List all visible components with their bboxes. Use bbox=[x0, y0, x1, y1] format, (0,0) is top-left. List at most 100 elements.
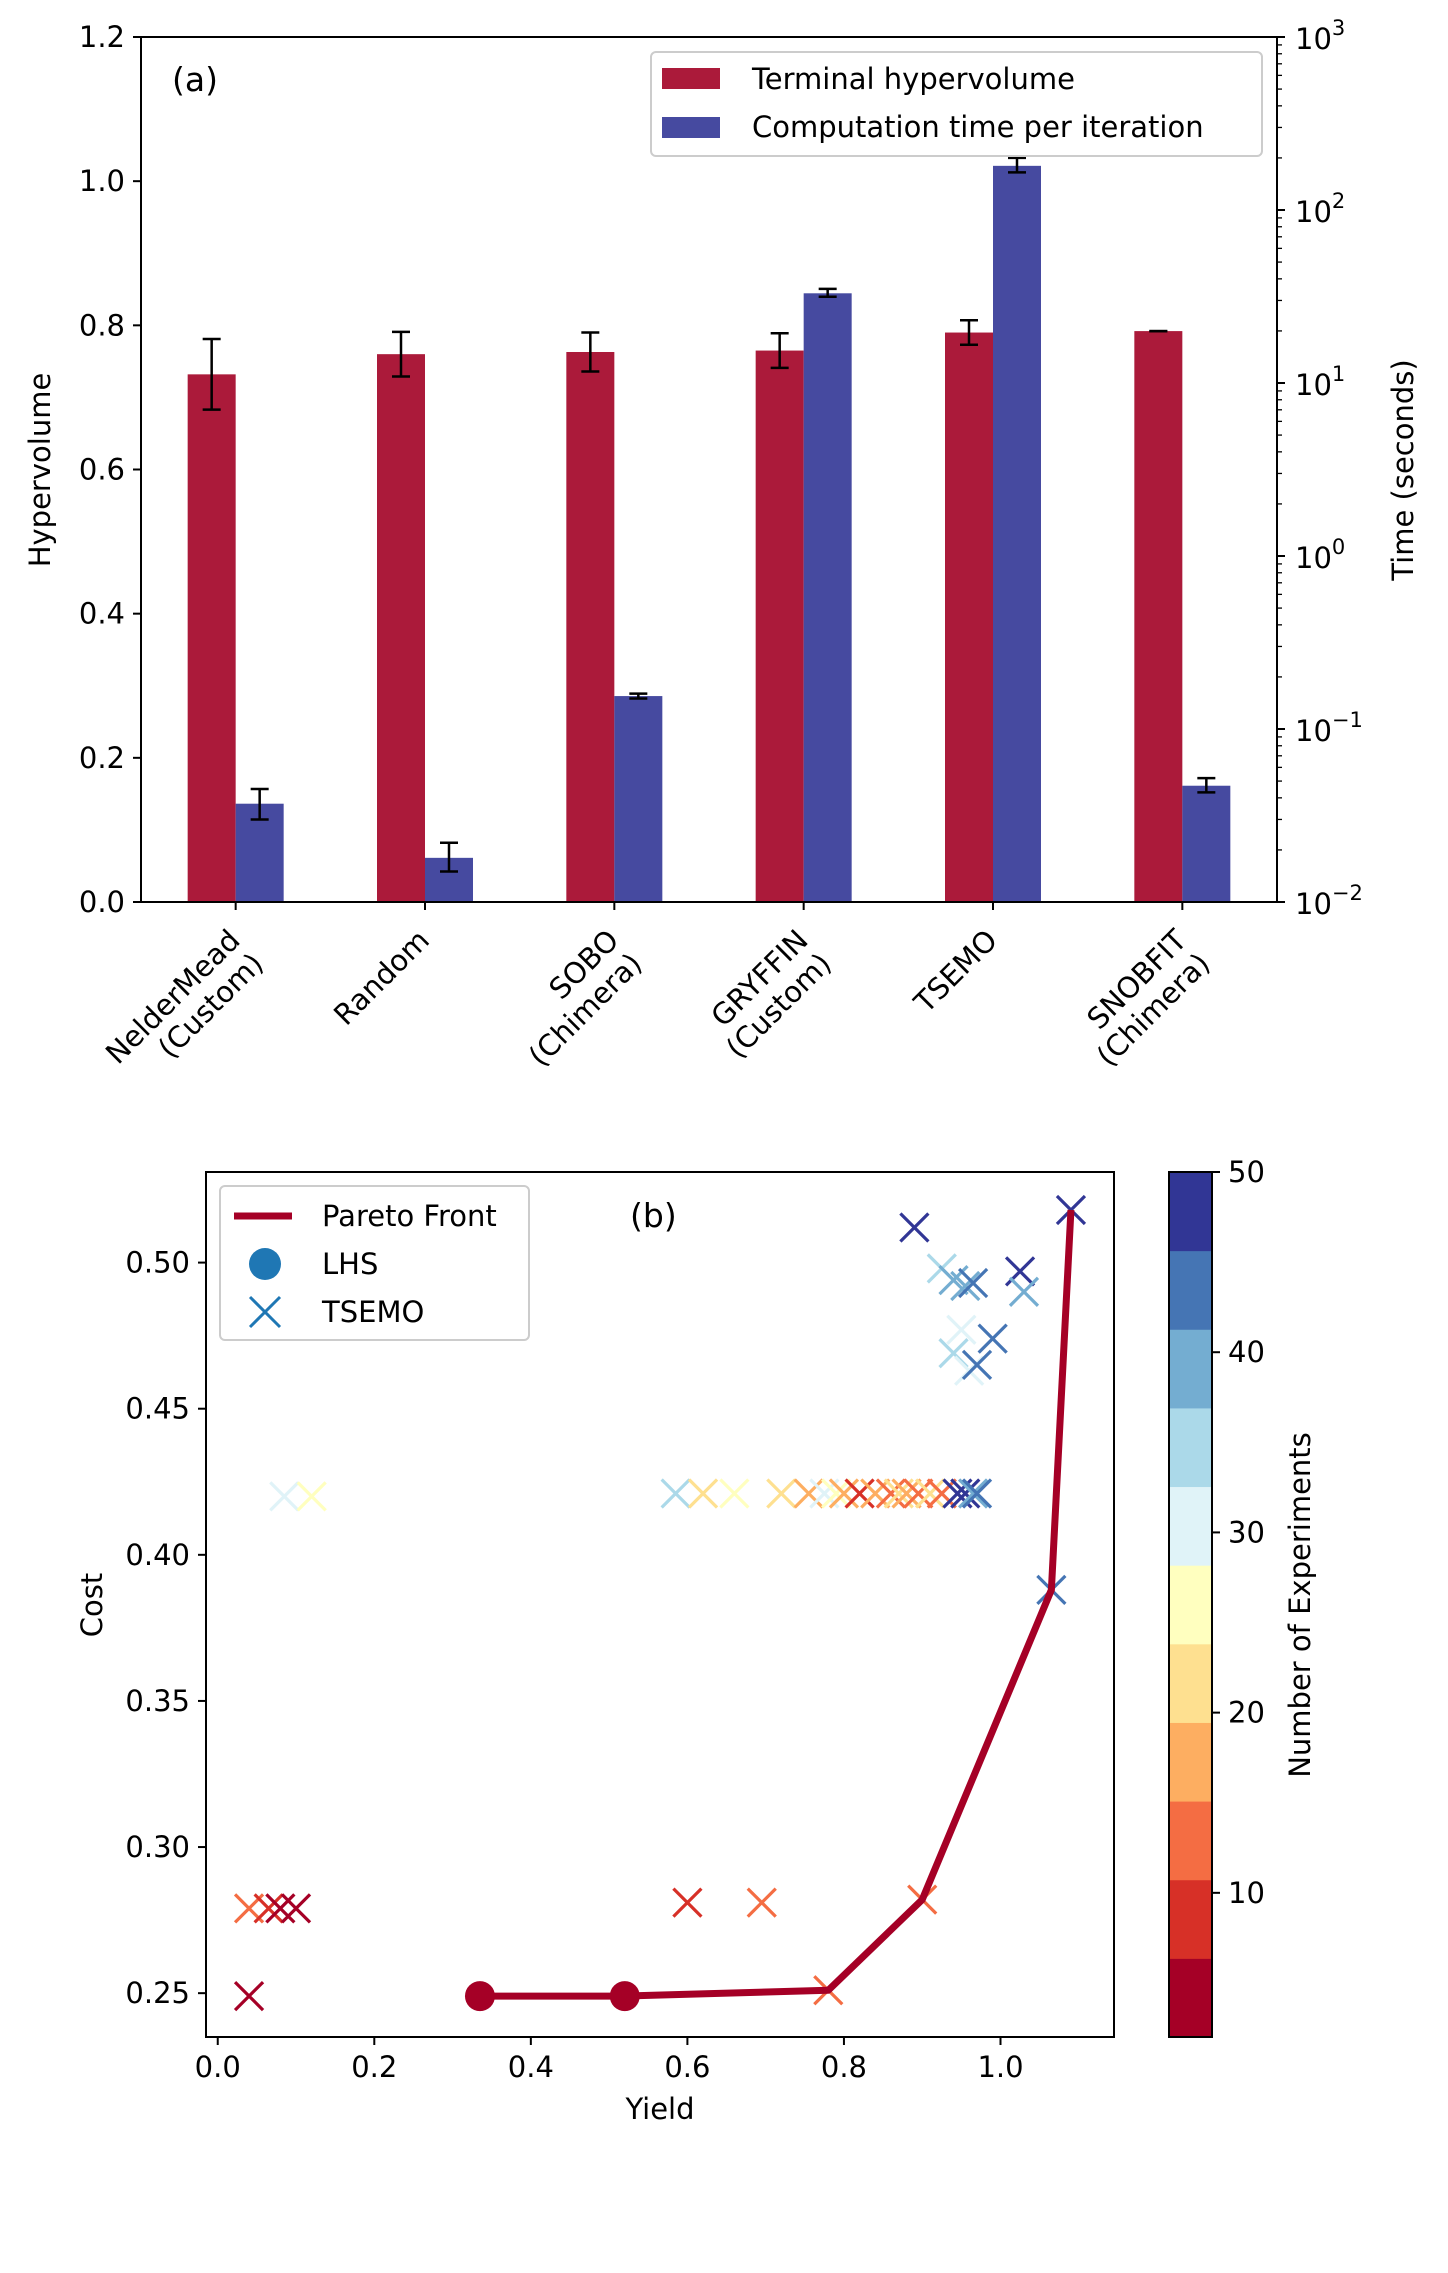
colorbar-band bbox=[1169, 1329, 1212, 1409]
errorbar-computation-time bbox=[818, 287, 837, 299]
tsemo-point bbox=[899, 1212, 930, 1243]
y-tick-label: 0.4 bbox=[79, 597, 125, 631]
colorbar-tick-label: 40 bbox=[1228, 1335, 1265, 1369]
legend-label-terminal-hypervolume: Terminal hypervolume bbox=[751, 62, 1075, 96]
y-tick-label: 0.25 bbox=[125, 1976, 190, 2010]
colorbar-tick-label: 10 bbox=[1228, 1876, 1265, 1910]
bar-computation-time bbox=[614, 696, 663, 902]
tsemo-point bbox=[253, 1893, 284, 1924]
bar-hypervolume bbox=[377, 354, 425, 903]
tsemo-point bbox=[660, 1478, 691, 1509]
legend-label-pareto-front: Pareto Front bbox=[322, 1199, 497, 1233]
y-tick-label: 0.50 bbox=[125, 1246, 190, 1280]
legend-swatch-terminal-hypervolume bbox=[662, 68, 720, 89]
panel-b-label: (b) bbox=[630, 1196, 677, 1235]
y-right-tick-label: 10−2 bbox=[1295, 881, 1363, 921]
colorbar-band bbox=[1169, 1407, 1212, 1488]
y-right-tick-label: 101 bbox=[1295, 362, 1345, 402]
lhs-point bbox=[609, 1981, 640, 2012]
tsemo-point bbox=[766, 1478, 797, 1509]
y-tick-label: 0.35 bbox=[125, 1684, 190, 1718]
colorbar-tick-label: 20 bbox=[1228, 1696, 1265, 1730]
colorbar-tick-label: 30 bbox=[1228, 1515, 1265, 1549]
x-category-label: SOBO(Chimera) bbox=[499, 923, 649, 1073]
tsemo-point bbox=[828, 1478, 860, 1509]
legend-swatch-computation-time bbox=[662, 117, 720, 138]
colorbar-band bbox=[1169, 1172, 1212, 1252]
x-tick-label: 0.4 bbox=[508, 2050, 554, 2084]
colorbar-tick-label: 50 bbox=[1228, 1155, 1265, 1189]
colorbar-band bbox=[1169, 1486, 1212, 1566]
bar-computation-time bbox=[993, 165, 1041, 902]
panel-a-bar-chart: 0.0 0.2 0.4 0.6 0.8 1.0 1.2 10−2 10−1 100 101 102 1… bbox=[23, 16, 1420, 1094]
x-tick-label: 1.0 bbox=[977, 2050, 1023, 2084]
x-category-label: Random bbox=[327, 923, 436, 1032]
tsemo-point bbox=[280, 1893, 312, 1924]
tsemo-point bbox=[961, 1349, 993, 1381]
tsemo-point bbox=[672, 1887, 703, 1918]
bar-hypervolume bbox=[187, 374, 236, 903]
x-category-label: GRYFFIN(Custom) bbox=[696, 923, 838, 1065]
errorbar-computation-time bbox=[1008, 156, 1026, 174]
legend-label-lhs: LHS bbox=[322, 1247, 378, 1281]
x-tick-label: 0.0 bbox=[195, 2050, 241, 2084]
legend-label-tsemo: TSEMO bbox=[321, 1295, 424, 1329]
legend-frame bbox=[219, 1185, 530, 1341]
panel-a-right-axis-label: Time (seconds) bbox=[1386, 359, 1420, 581]
legend-marker-tsemo bbox=[248, 1295, 282, 1329]
panel-b-axes-frame bbox=[205, 1171, 1115, 2038]
colorbar-band bbox=[1169, 1643, 1212, 1723]
y-tick-label: 0.6 bbox=[79, 453, 125, 487]
tsemo-point bbox=[950, 1478, 981, 1509]
tsemo-point bbox=[961, 1478, 993, 1509]
colorbar-frame bbox=[1168, 1171, 1213, 2038]
tsemo-point bbox=[844, 1478, 875, 1509]
y-tick-label: 1.0 bbox=[79, 164, 125, 198]
y-tick-label: 0.2 bbox=[79, 741, 125, 775]
x-category-label: NelderMead(Custom) bbox=[99, 923, 270, 1094]
tsemo-point bbox=[296, 1481, 327, 1512]
y-right-tick-label: 102 bbox=[1295, 189, 1345, 229]
tsemo-point bbox=[820, 1478, 852, 1509]
panel-a-label: (a) bbox=[172, 60, 218, 99]
x-tick-label: 0.6 bbox=[664, 2050, 710, 2084]
errorbar-computation-time bbox=[440, 841, 458, 873]
tsemo-point bbox=[233, 1980, 265, 2012]
panel-a-legend: Terminal hypervolume Computation time pe… bbox=[650, 51, 1263, 157]
y-tick-label: 0.8 bbox=[79, 308, 125, 342]
colorbar-band bbox=[1169, 1958, 1212, 2038]
tsemo-point bbox=[914, 1478, 946, 1509]
tsemo-point bbox=[687, 1478, 719, 1509]
errorbar-computation-time bbox=[1197, 776, 1216, 794]
errorbar-hypervolume bbox=[581, 331, 600, 373]
tsemo-point bbox=[957, 1267, 989, 1299]
bar-hypervolume bbox=[1134, 331, 1183, 903]
panel-a-left-axis-label: Hypervolume bbox=[23, 373, 57, 568]
errorbar-computation-time bbox=[629, 692, 648, 700]
colorbar-band bbox=[1169, 1565, 1212, 1645]
bar-hypervolume bbox=[945, 332, 993, 903]
y-tick-label: 0.0 bbox=[79, 885, 125, 919]
errorbar-hypervolume bbox=[392, 330, 410, 378]
tsemo-point bbox=[875, 1478, 907, 1509]
tsemo-point bbox=[746, 1887, 777, 1918]
x-category-label: SNOBFIT(Chimera) bbox=[1067, 923, 1217, 1073]
bar-hypervolume bbox=[755, 350, 804, 902]
tsemo-point bbox=[719, 1478, 750, 1509]
lhs-point bbox=[464, 1981, 495, 2012]
y-right-tick-label: 10−1 bbox=[1295, 708, 1363, 748]
errorbar-hypervolume bbox=[960, 319, 978, 347]
bar-hypervolume bbox=[566, 352, 615, 903]
bar-computation-time bbox=[1182, 785, 1231, 902]
panel-b-y-axis-label: Cost bbox=[75, 1573, 109, 1637]
tsemo-point bbox=[950, 1270, 981, 1302]
bar-computation-time bbox=[803, 293, 852, 902]
y-tick-label: 0.45 bbox=[125, 1392, 190, 1426]
tsemo-point bbox=[926, 1478, 957, 1509]
tsemo-point bbox=[977, 1323, 1008, 1354]
tsemo-point bbox=[1004, 1256, 1036, 1287]
panel-b-legend: Pareto Front LHS TSEMO bbox=[219, 1185, 530, 1341]
legend-marker-lhs bbox=[249, 1248, 281, 1280]
legend-label-computation-time: Computation time per iteration bbox=[752, 110, 1204, 144]
